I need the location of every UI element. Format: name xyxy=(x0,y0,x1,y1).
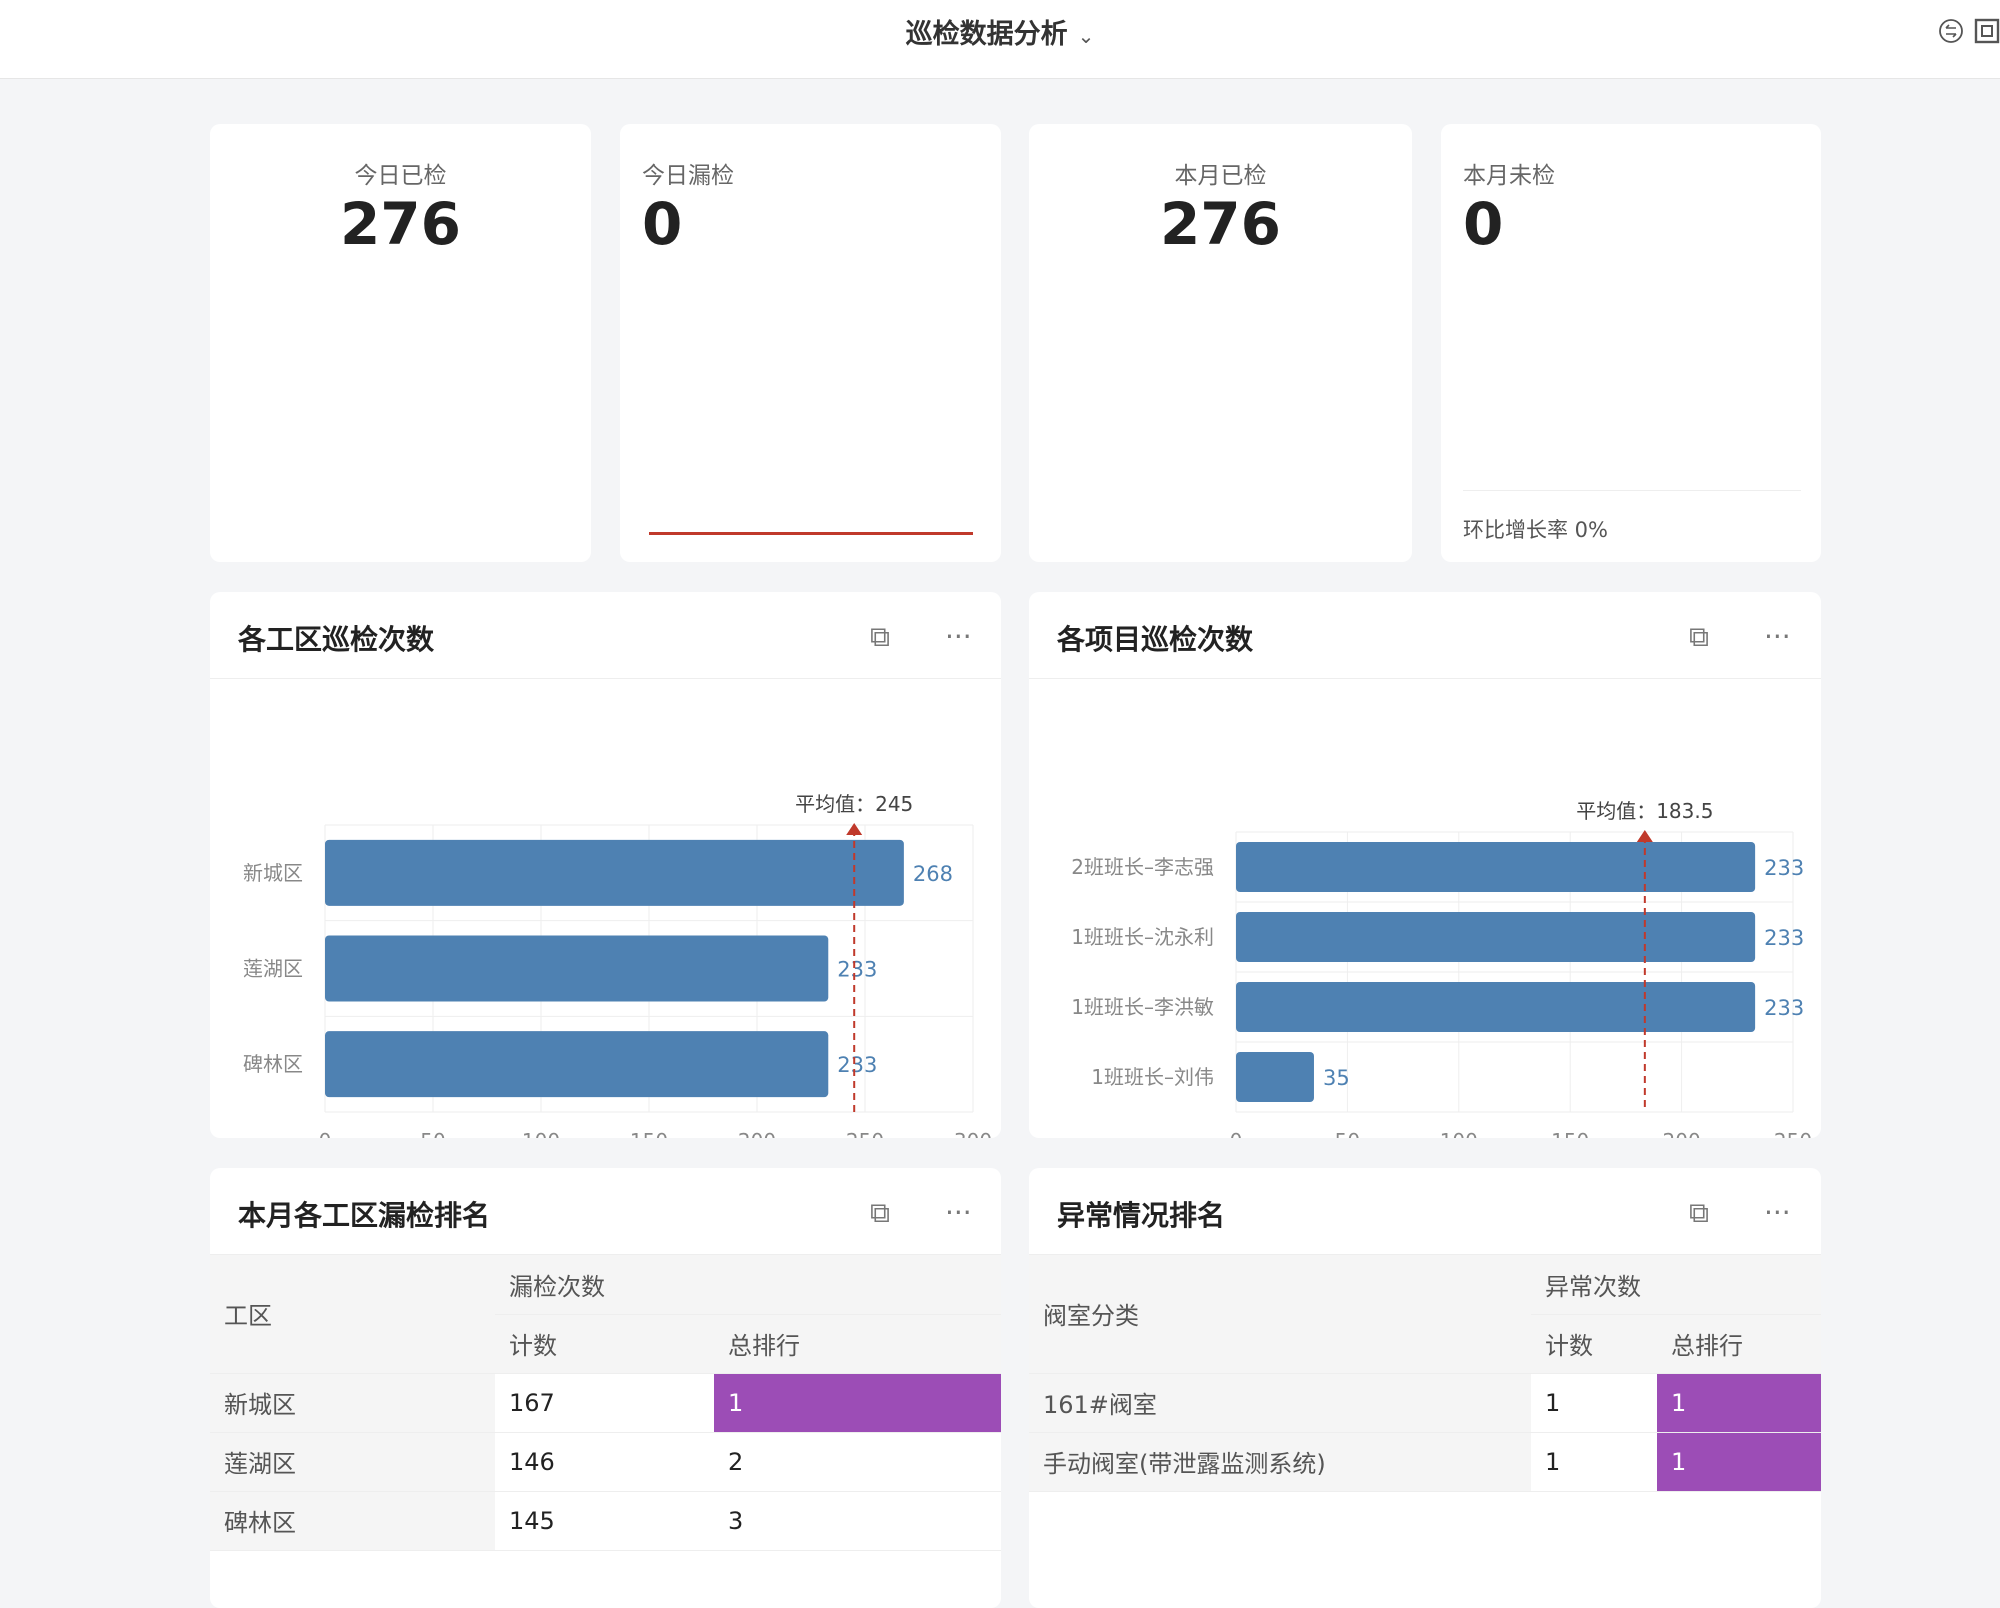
x-tick-label: 150 xyxy=(630,1129,668,1138)
average-label: 平均值：245 xyxy=(795,792,913,816)
chart-card-project: 各项目巡检次数 ⧉ ··· 0 50 100 150 200 250 2班班长–李志强 233 1… xyxy=(1029,592,1821,1138)
kpi-today-missed: 今日漏检 0 xyxy=(620,124,1001,562)
abnormal-table: 阀室分类 异常次数 计数 总排行 161#阀室 1 1 手动阀室(带泄露监测系统) 1 1 xyxy=(1029,1255,1821,1492)
more-icon[interactable]: ··· xyxy=(1764,620,1791,653)
data-label: 268 xyxy=(913,862,953,886)
col-header: 总排行 xyxy=(1657,1314,1821,1374)
kpi-value: 0 xyxy=(642,190,683,258)
x-tick-label: 250 xyxy=(846,1129,884,1138)
y-tick-label: 新城区 xyxy=(243,861,303,885)
bar-chart: 0 50 100 150 200 250 2班班长–李志强 233 1班班长–沈永利 233 1班班… xyxy=(1071,799,1812,1138)
y-tick-label: 1班班长–李洪敏 xyxy=(1071,995,1214,1019)
table-row: 手动阀室(带泄露监测系统) 1 1 xyxy=(1029,1432,1821,1492)
trend-line xyxy=(649,532,973,535)
table-card-abnormal: 异常情况排名 ⧉ ··· 阀室分类 异常次数 计数 总排行 161#阀室 1 1 手动阀室… xyxy=(1029,1168,1821,1608)
data-label: 233 xyxy=(1764,996,1804,1020)
kpi-footer: 环比增长率 0% xyxy=(1463,518,1608,542)
col-header: 计数 xyxy=(495,1314,714,1374)
kpi-value: 276 xyxy=(1159,190,1282,258)
x-tick-label: 50 xyxy=(1335,1129,1360,1138)
bar xyxy=(1236,982,1756,1032)
card-title: 本月各工区漏检排名 xyxy=(238,1199,491,1232)
fullscreen-icon[interactable] xyxy=(1974,18,2000,44)
bar xyxy=(1236,842,1756,892)
expand-icon[interactable]: ⧉ xyxy=(1689,620,1709,653)
data-label: 233 xyxy=(837,1053,877,1077)
x-tick-label: 200 xyxy=(1663,1129,1701,1138)
col-header: 计数 xyxy=(1531,1314,1657,1374)
kpi-label: 今日漏检 xyxy=(642,163,734,189)
x-tick-label: 150 xyxy=(1551,1129,1589,1138)
y-tick-label: 1班班长–沈永利 xyxy=(1071,925,1214,949)
table-card-missed: 本月各工区漏检排名 ⧉ ··· 工区 漏检次数 计数 总排行 新城区 167 1 莲湖区 1… xyxy=(210,1168,1001,1608)
col-group-header: 漏检次数 xyxy=(495,1255,1001,1315)
col-header: 工区 xyxy=(210,1255,495,1374)
average-arrow xyxy=(1636,830,1653,842)
x-tick-label: 100 xyxy=(1440,1129,1478,1138)
x-tick-label: 250 xyxy=(1774,1129,1812,1138)
kpi-label: 本月未检 xyxy=(1463,163,1555,189)
data-label: 233 xyxy=(1764,926,1804,950)
bar xyxy=(325,1031,829,1098)
col-header: 总排行 xyxy=(714,1314,1001,1374)
col-header: 阀室分类 xyxy=(1029,1255,1531,1374)
x-tick-label: 100 xyxy=(522,1129,560,1138)
table-row: 碑林区 145 3 xyxy=(210,1491,1001,1551)
card-title: 异常情况排名 xyxy=(1057,1199,1226,1232)
kpi-value: 276 xyxy=(339,190,462,258)
table-row: 莲湖区 146 2 xyxy=(210,1432,1001,1492)
col-group-header: 异常次数 xyxy=(1531,1255,1821,1315)
chevron-down-icon: ⌄ xyxy=(1077,24,1095,48)
divider xyxy=(1463,490,1801,491)
table-row: 新城区 167 1 xyxy=(210,1373,1001,1433)
expand-icon[interactable]: ⧉ xyxy=(870,1196,890,1229)
dashboard-title-dropdown[interactable]: 巡检数据分析 ⌄ xyxy=(0,12,2000,51)
x-tick-label: 50 xyxy=(420,1129,445,1138)
x-tick-label: 0 xyxy=(1230,1129,1243,1138)
dashboard-title: 巡检数据分析 xyxy=(905,19,1068,50)
x-tick-label: 300 xyxy=(954,1129,992,1138)
card-title: 各工区巡检次数 xyxy=(238,623,435,656)
data-label: 233 xyxy=(1764,856,1804,880)
y-tick-label: 1班班长–刘伟 xyxy=(1091,1065,1214,1089)
data-label: 233 xyxy=(837,958,877,982)
more-icon[interactable]: ··· xyxy=(1764,1196,1791,1229)
switch-icon[interactable] xyxy=(1938,18,1964,44)
more-icon[interactable]: ··· xyxy=(945,1196,972,1229)
average-arrow xyxy=(846,823,863,835)
bar xyxy=(325,839,904,906)
missed-table: 工区 漏检次数 计数 总排行 新城区 167 1 莲湖区 146 2 碑林区 145 3 xyxy=(210,1255,1001,1551)
expand-icon[interactable]: ⧉ xyxy=(870,620,890,653)
chart-card-district: 各工区巡检次数 ⧉ ··· 0 50 100 150 200 250 300 新城区 268 莲湖区… xyxy=(210,592,1001,1138)
kpi-label: 本月已检 xyxy=(1174,163,1267,189)
bar xyxy=(1236,1052,1314,1102)
data-label: 35 xyxy=(1323,1066,1350,1090)
bar xyxy=(1236,912,1756,962)
y-tick-label: 2班班长–李志强 xyxy=(1071,855,1214,879)
kpi-today-checked: 今日已检 276 xyxy=(210,124,591,562)
expand-icon[interactable]: ⧉ xyxy=(1689,1196,1709,1229)
kpi-month-unchecked: 本月未检 0 环比增长率 0% xyxy=(1441,124,1821,562)
more-icon[interactable]: ··· xyxy=(945,620,972,653)
x-tick-label: 0 xyxy=(319,1129,332,1138)
card-title: 各项目巡检次数 xyxy=(1057,623,1254,656)
y-tick-label: 莲湖区 xyxy=(243,957,303,981)
bar xyxy=(325,935,829,1002)
kpi-month-checked: 本月已检 276 xyxy=(1029,124,1412,562)
average-label: 平均值：183.5 xyxy=(1576,799,1713,823)
kpi-value: 0 xyxy=(1463,190,1504,258)
y-tick-label: 碑林区 xyxy=(243,1052,303,1076)
table-row: 161#阀室 1 1 xyxy=(1029,1373,1821,1433)
bar-chart: 0 50 100 150 200 250 300 新城区 268 莲湖区 233 碑林区 233 平均值：… xyxy=(243,792,992,1138)
kpi-label: 今日已检 xyxy=(354,163,447,189)
x-tick-label: 200 xyxy=(738,1129,776,1138)
top-bar: 巡检数据分析 ⌄ xyxy=(0,0,2000,79)
